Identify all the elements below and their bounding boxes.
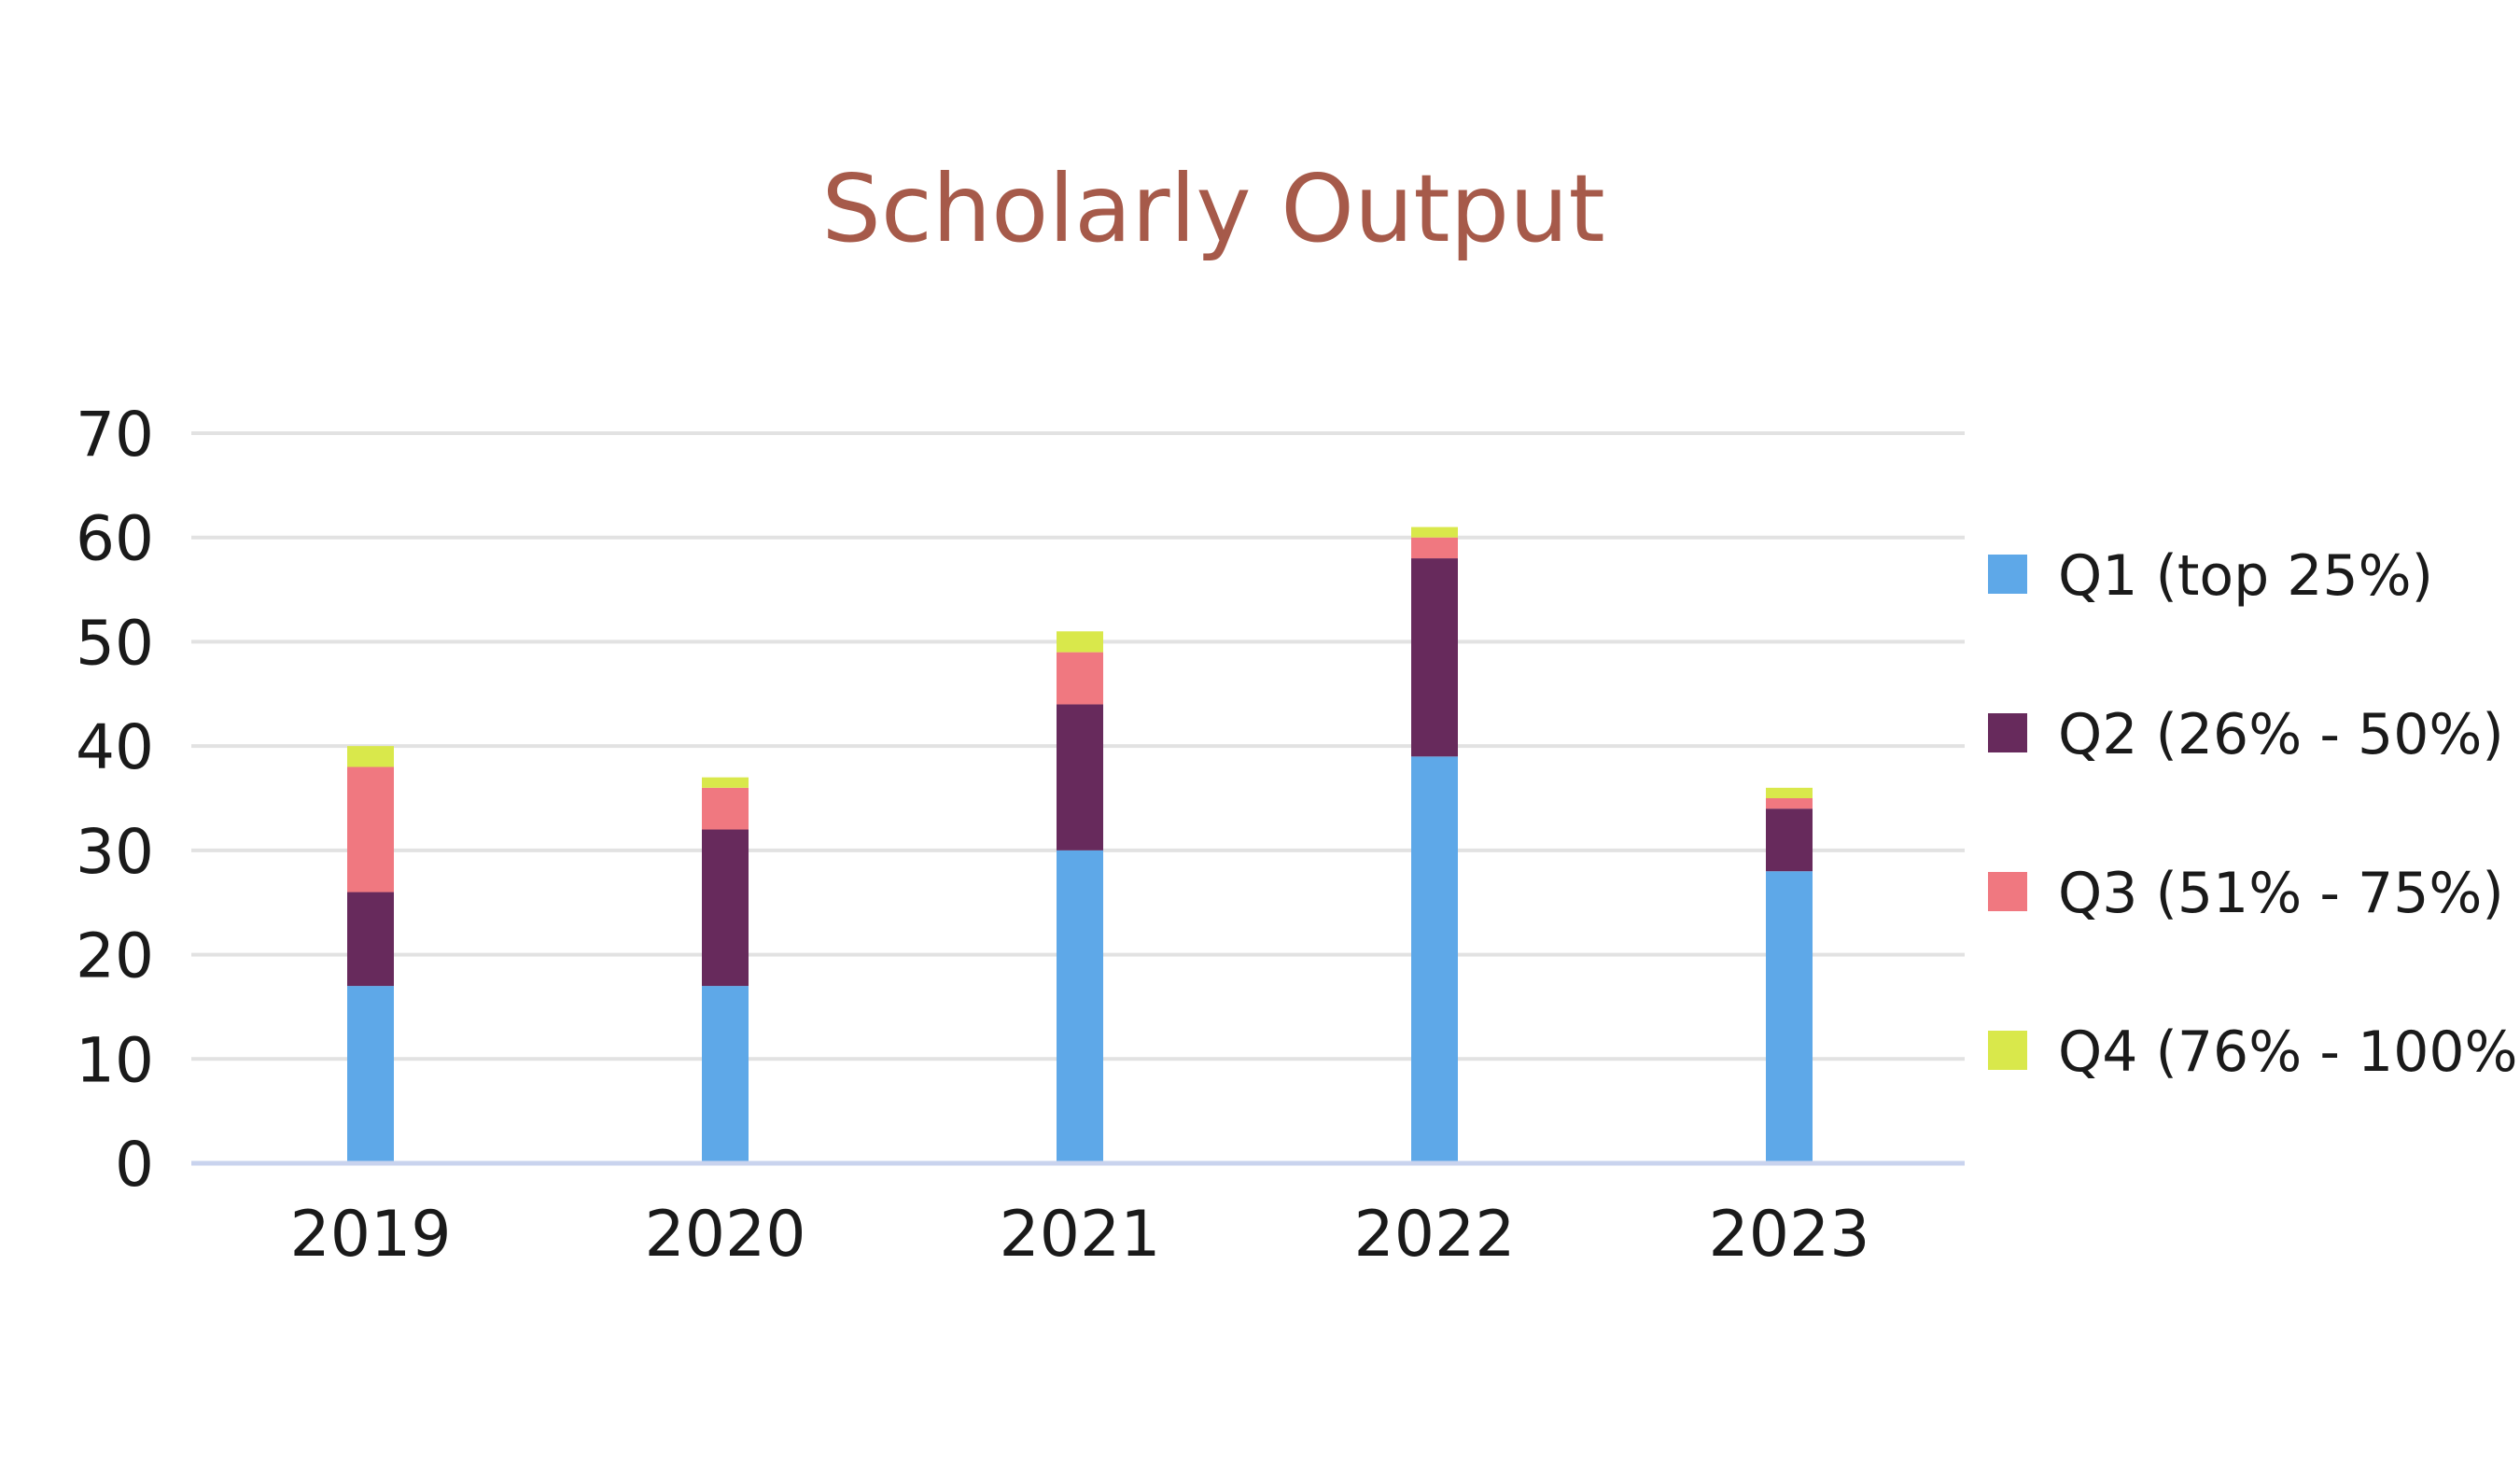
- legend[interactable]: Q1 (top 25%) Q2 (26% - 50%) Q3 (51% - 75%)…: [1988, 543, 2520, 1085]
- bar-2020-q2[interactable]: [702, 829, 749, 987]
- y-tick-label-20: 20: [76, 921, 154, 992]
- bar-2022-q4[interactable]: [1411, 527, 1458, 538]
- x-tick-label-2021: 2021: [999, 1198, 1160, 1272]
- bar-2023-q4[interactable]: [1766, 787, 1813, 798]
- x-tick-label-2019: 2019: [289, 1198, 451, 1272]
- legend-label-q4: Q4 (76% - 100%): [2058, 1019, 2520, 1085]
- legend-label-q1: Q1 (top 25%): [2058, 543, 2433, 609]
- legend-item-q1[interactable]: Q1 (top 25%): [1988, 543, 2433, 609]
- x-tick-label-2022: 2022: [1353, 1198, 1515, 1272]
- x-tick-label-2020: 2020: [644, 1198, 805, 1272]
- bar-2023-q1[interactable]: [1766, 871, 1813, 1163]
- legend-label-q2: Q2 (26% - 50%): [2058, 702, 2504, 767]
- bar-2020-q1[interactable]: [702, 986, 749, 1163]
- legend-item-q4[interactable]: Q4 (76% - 100%): [1988, 1019, 2520, 1085]
- bar-2019-q4[interactable]: [347, 746, 394, 767]
- y-tick-label-60: 60: [76, 503, 154, 575]
- bars: [347, 527, 1813, 1163]
- legend-item-q2[interactable]: Q2 (26% - 50%): [1988, 702, 2504, 767]
- bar-2019-q3[interactable]: [347, 766, 394, 893]
- bar-2020-q4[interactable]: [702, 777, 749, 788]
- bar-2021-q4[interactable]: [1057, 631, 1103, 653]
- y-tick-label-50: 50: [76, 607, 154, 679]
- bar-2023-q3[interactable]: [1766, 798, 1813, 809]
- bar-2021-q1[interactable]: [1057, 850, 1103, 1163]
- bar-2022-q2[interactable]: [1411, 558, 1458, 757]
- y-tick-label-30: 30: [76, 816, 154, 888]
- legend-swatch-q2: [1988, 713, 2027, 752]
- legend-label-q3: Q3 (51% - 75%): [2058, 861, 2504, 926]
- bar-2020-q3[interactable]: [702, 787, 749, 830]
- legend-swatch-q1: [1988, 555, 2027, 594]
- chart-title: Scholarly Output: [821, 154, 1604, 263]
- y-tick-label-0: 0: [115, 1129, 154, 1201]
- bar-2022-q3[interactable]: [1411, 537, 1458, 559]
- y-tick-label-10: 10: [76, 1024, 154, 1096]
- legend-swatch-q3: [1988, 872, 2027, 911]
- axes: 0 10 20 30 40 50 60 70 2019 2020 2021 2022 2023: [76, 399, 1965, 1272]
- y-tick-label-70: 70: [76, 399, 154, 471]
- bar-2023-q2[interactable]: [1766, 808, 1813, 872]
- y-tick-label-40: 40: [76, 711, 154, 783]
- bar-2021-q3[interactable]: [1057, 652, 1103, 705]
- legend-swatch-q4: [1988, 1031, 2027, 1070]
- x-tick-label-2023: 2023: [1708, 1198, 1869, 1272]
- bar-2019-q2[interactable]: [347, 892, 394, 987]
- legend-item-q3[interactable]: Q3 (51% - 75%): [1988, 861, 2504, 926]
- bar-2021-q2[interactable]: [1057, 704, 1103, 850]
- bar-2019-q1[interactable]: [347, 986, 394, 1163]
- bar-2022-q1[interactable]: [1411, 756, 1458, 1163]
